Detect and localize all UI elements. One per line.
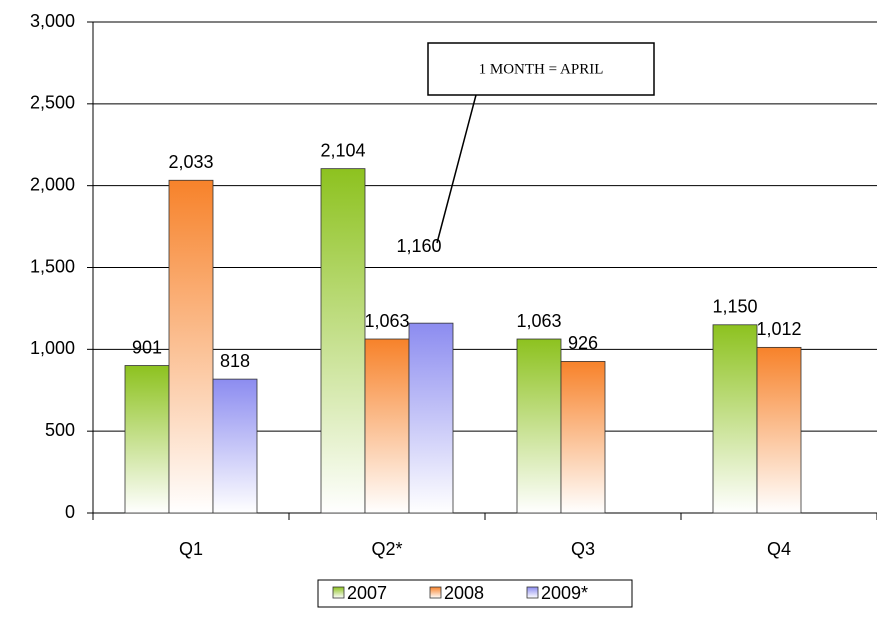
- value-label: 926: [568, 333, 598, 353]
- bar: [124, 365, 170, 514]
- bar: [364, 338, 410, 514]
- value-label: 1,063: [516, 311, 561, 331]
- legend-label: 2007: [347, 583, 387, 603]
- legend-box: [317, 579, 633, 608]
- bar: [560, 361, 606, 514]
- y-tick-label: 0: [65, 502, 75, 522]
- bar: [320, 168, 366, 514]
- legend-swatch: [526, 586, 539, 599]
- annotation: 1 MONTH = APRIL: [479, 61, 604, 77]
- x-tick-label: Q1: [179, 539, 203, 559]
- bar: [212, 378, 258, 514]
- bar: [712, 324, 758, 514]
- x-tick-label: Q2*: [371, 539, 402, 559]
- bar: [168, 179, 214, 514]
- bar: [516, 338, 562, 514]
- y-tick-label: 3,000: [30, 11, 75, 31]
- legend-swatch: [332, 586, 345, 599]
- value-label: 818: [220, 351, 250, 371]
- value-label: 2,104: [320, 140, 365, 160]
- legend-label: 2008: [444, 583, 484, 603]
- legend-label: 2009*: [541, 583, 588, 603]
- value-label: 901: [132, 337, 162, 357]
- bar: [756, 346, 802, 514]
- value-label: 2,033: [168, 152, 213, 172]
- x-tick-label: Q4: [767, 539, 791, 559]
- value-label: 1,150: [712, 297, 757, 317]
- y-tick-label: 1,000: [30, 338, 75, 358]
- value-label: 1,063: [364, 311, 409, 331]
- bar: [408, 322, 454, 514]
- value-label: 1,012: [756, 319, 801, 339]
- x-tick-label: Q3: [571, 539, 595, 559]
- y-tick-label: 2,500: [30, 93, 75, 113]
- annotation-box: [427, 42, 655, 96]
- legend-swatch: [429, 586, 442, 599]
- y-tick-label: 1,500: [30, 256, 75, 276]
- y-tick-label: 500: [45, 420, 75, 440]
- value-label: 1,160: [396, 236, 441, 256]
- y-tick-label: 2,000: [30, 174, 75, 194]
- annotation-line: [436, 94, 477, 244]
